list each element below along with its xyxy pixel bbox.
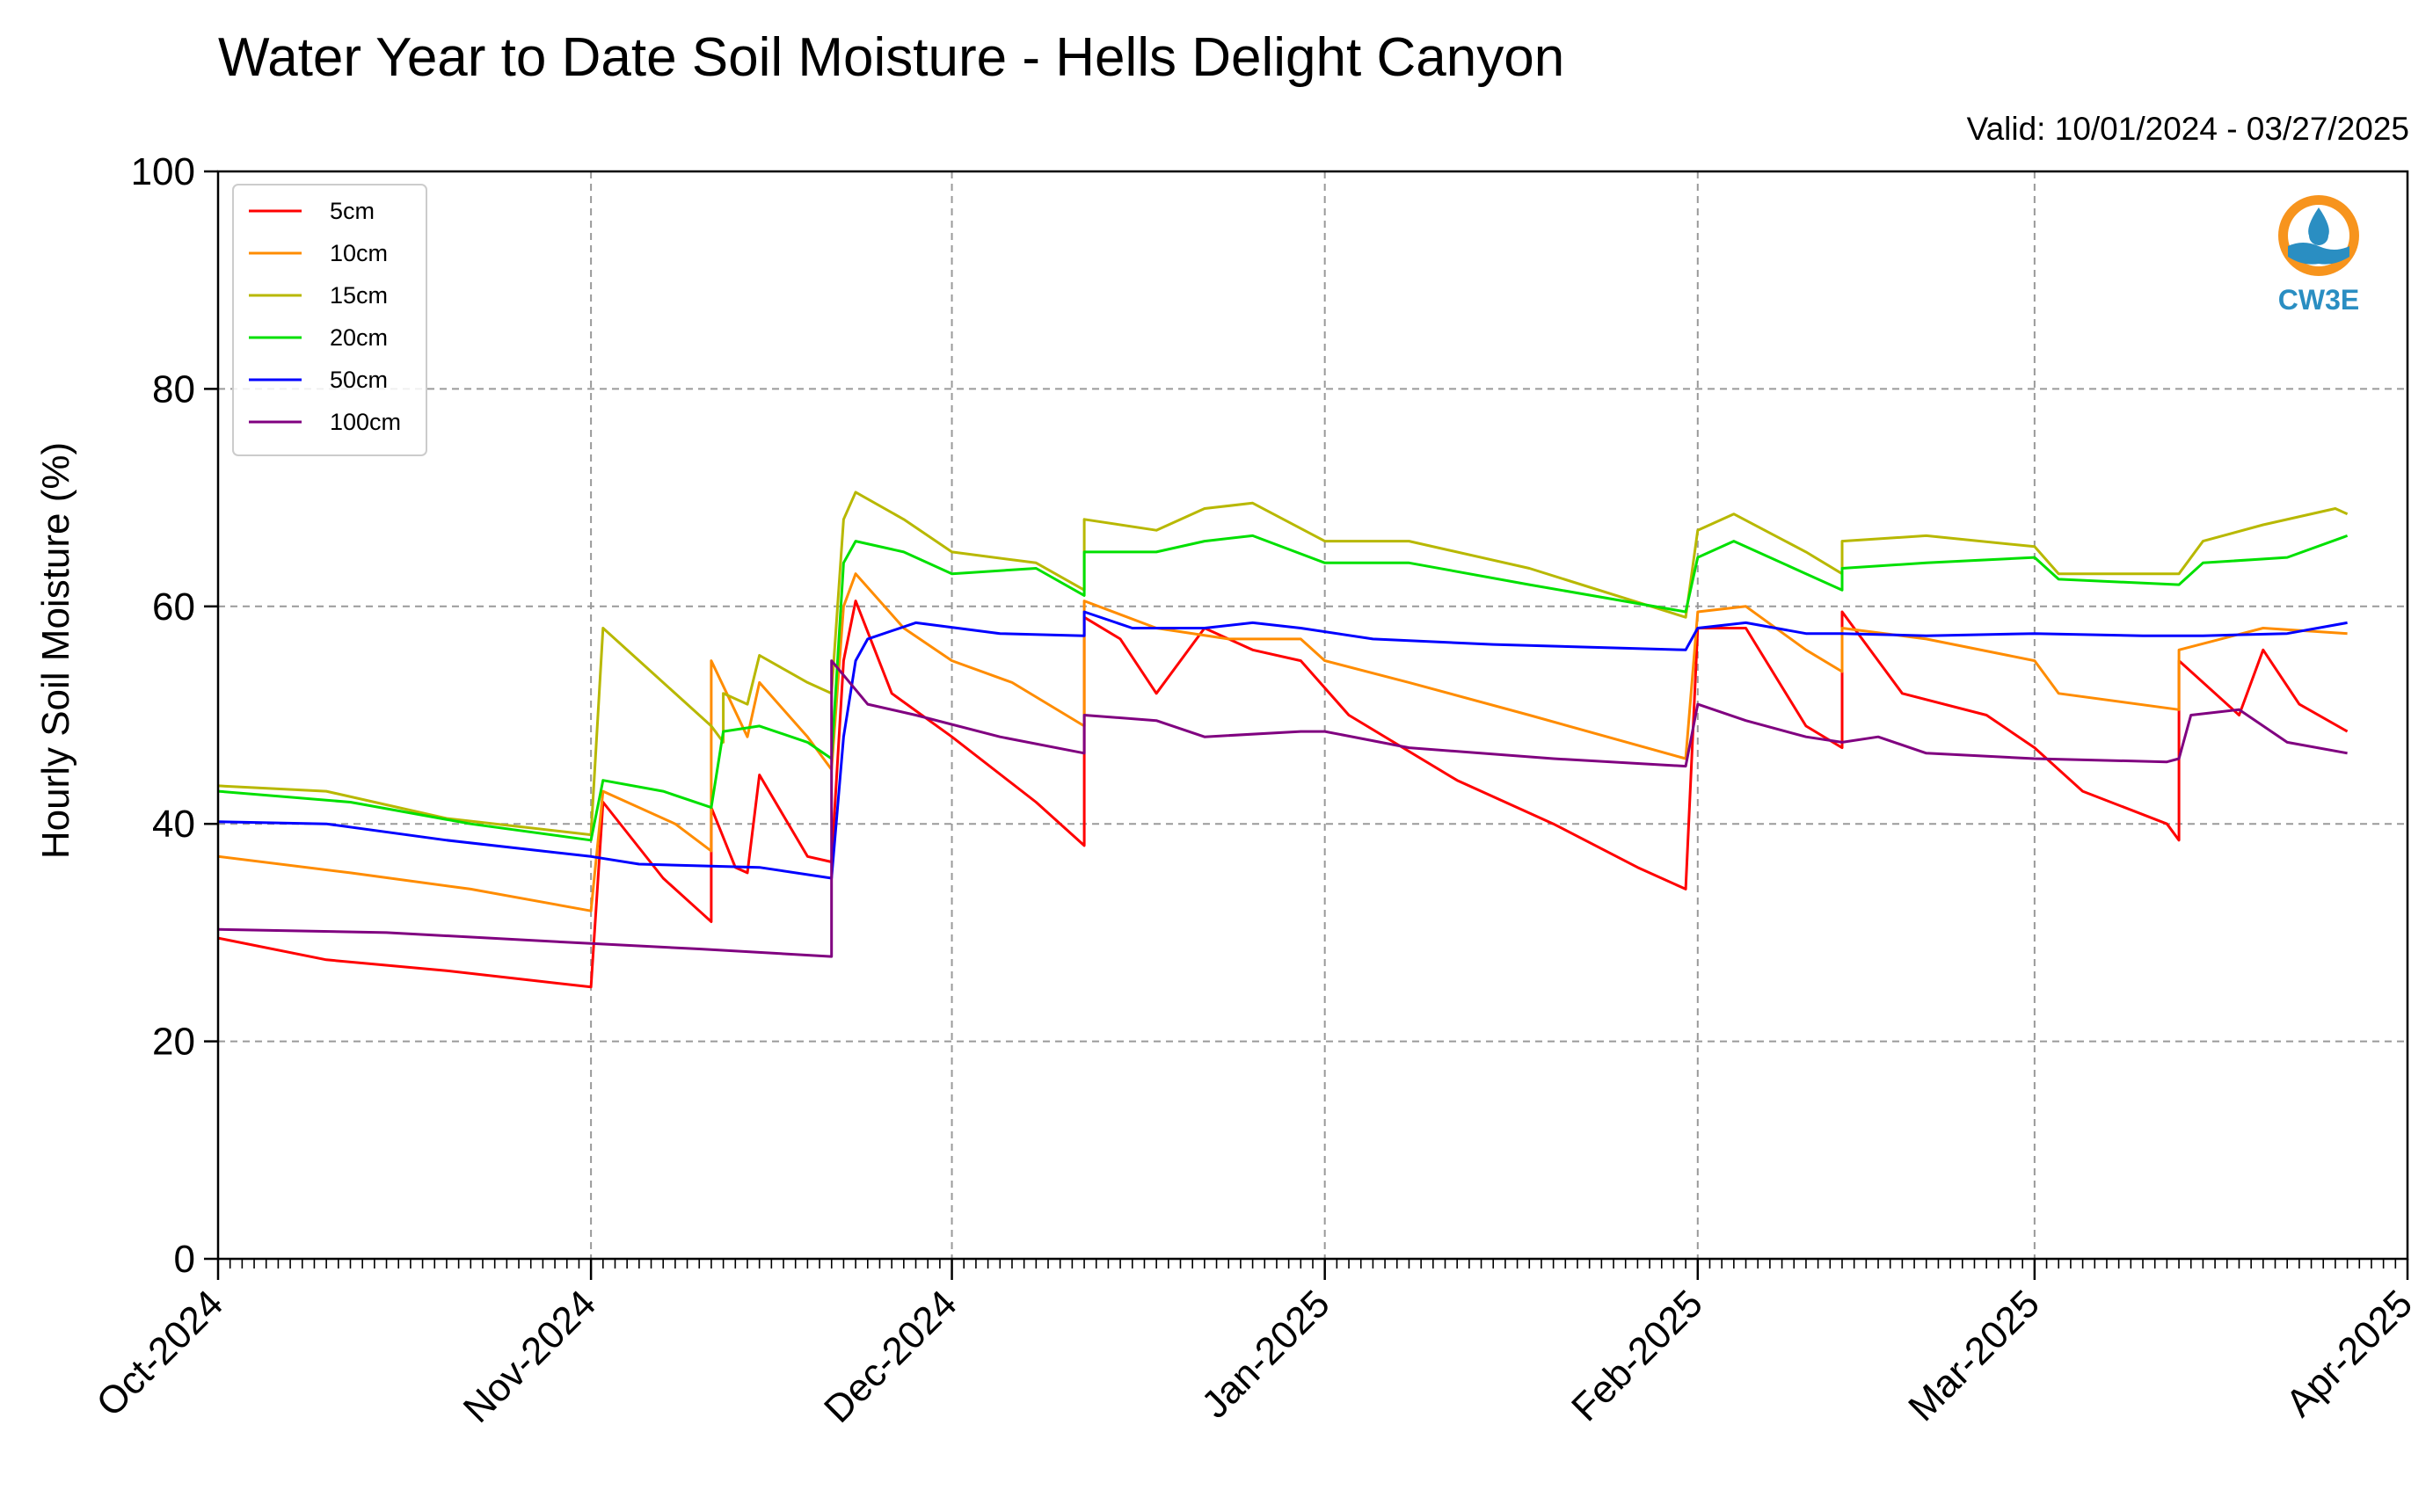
plot-frame	[216, 170, 2409, 1261]
water-drop-icon	[2308, 207, 2329, 245]
series-line-100cm	[217, 659, 2348, 958]
logo-waves	[2288, 243, 2349, 265]
legend-label: 100cm	[330, 409, 401, 435]
valid-date-range: Valid: 10/01/2024 - 03/27/2025	[1966, 111, 2409, 147]
y-tick-label: 80	[152, 367, 195, 411]
x-tick-label: Mar-2025	[1900, 1282, 2048, 1429]
legend-label: 10cm	[330, 240, 388, 266]
legend-label: 5cm	[330, 198, 375, 224]
x-tick-label: Jan-2025	[1193, 1282, 1337, 1426]
series-line-15cm	[217, 491, 2349, 837]
legend-label: 50cm	[330, 367, 388, 393]
y-tick-label: 20	[152, 1021, 195, 1064]
x-tick-label: Nov-2024	[455, 1282, 605, 1431]
y-tick-label: 0	[174, 1238, 195, 1281]
legend: 5cm 10cm 15cm 20cm 50cm 100cm	[232, 184, 427, 456]
series-lines	[217, 491, 2349, 989]
x-tick-label: Feb-2025	[1563, 1282, 1711, 1429]
series-line-5cm	[217, 600, 2349, 989]
grid-lines	[218, 171, 2408, 1259]
y-tick-label: 100	[131, 150, 195, 193]
axis-ticks: 0 20 40 60 80 100 Oct-2024 Nov-2024 Dec-2024 Jan-…	[88, 150, 2421, 1431]
chart-title: Water Year to Date Soil Moisture - Hells…	[218, 27, 1565, 88]
y-tick-label: 40	[152, 803, 195, 846]
x-tick-label: Apr-2025	[2277, 1282, 2421, 1425]
x-tick-label: Dec-2024	[816, 1282, 965, 1431]
x-tick-label: Oct-2024	[88, 1282, 231, 1425]
logo-text: CW3E	[2278, 284, 2359, 316]
legend-label: 15cm	[330, 282, 388, 309]
y-tick-label: 60	[152, 585, 195, 629]
legend-label: 20cm	[330, 324, 388, 351]
series-line-10cm	[217, 572, 2348, 912]
series-line-50cm	[217, 610, 2348, 880]
series-line-20cm	[217, 534, 2349, 842]
cw3e-logo: CW3E	[2278, 195, 2359, 316]
